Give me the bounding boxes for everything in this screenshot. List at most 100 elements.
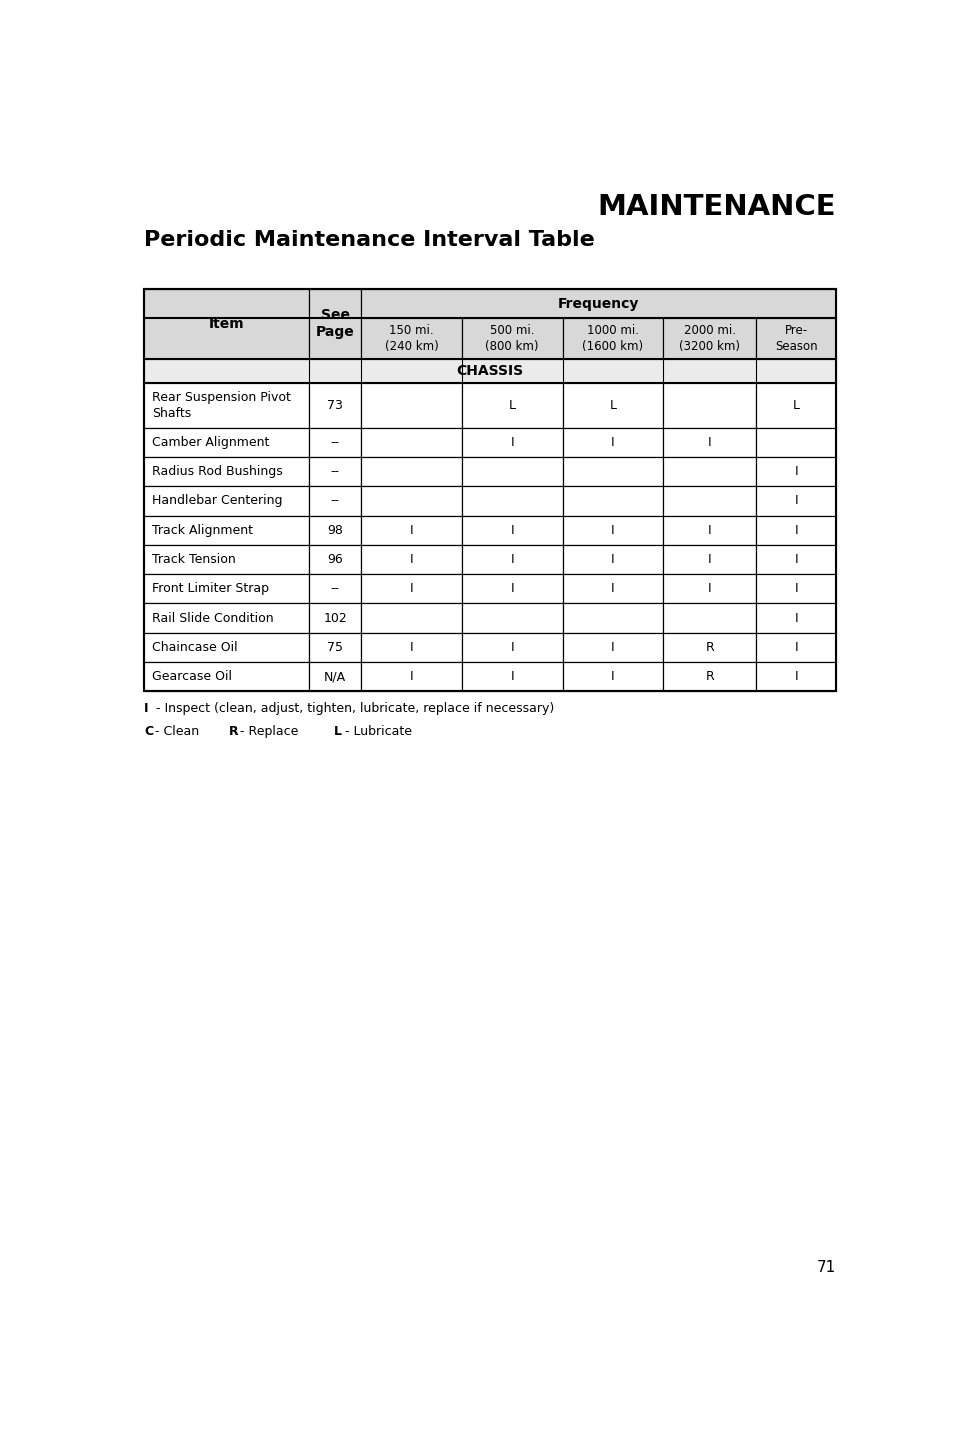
Text: CHASSIS: CHASSIS <box>456 364 523 378</box>
Text: Radius Rod Bushings: Radius Rod Bushings <box>152 465 282 478</box>
Text: I: I <box>611 641 614 654</box>
Text: Item: Item <box>209 317 244 332</box>
Text: I: I <box>794 641 798 654</box>
Bar <box>144 427 309 457</box>
Bar <box>562 574 662 603</box>
Text: I: I <box>794 553 798 566</box>
Text: I: I <box>707 436 711 449</box>
Text: Chaincase Oil: Chaincase Oil <box>152 641 237 654</box>
Bar <box>562 516 662 545</box>
Bar <box>562 457 662 486</box>
Text: 2000 mi.
(3200 km): 2000 mi. (3200 km) <box>679 324 740 353</box>
Bar <box>662 603 756 632</box>
Bar <box>309 427 360 457</box>
Text: I: I <box>611 436 614 449</box>
Text: L: L <box>334 726 341 739</box>
Bar <box>562 545 662 574</box>
Bar <box>662 516 756 545</box>
Bar <box>309 574 360 603</box>
Bar <box>461 486 562 516</box>
Bar <box>562 486 662 516</box>
Bar <box>360 545 461 574</box>
Text: 73: 73 <box>327 398 343 411</box>
Text: --: -- <box>331 465 339 478</box>
Bar <box>662 662 756 691</box>
Bar <box>144 516 309 545</box>
Text: I: I <box>794 465 798 478</box>
Bar <box>360 289 835 318</box>
Text: R: R <box>704 641 714 654</box>
Bar <box>309 457 360 486</box>
Bar <box>360 457 461 486</box>
Text: I: I <box>611 553 614 566</box>
Bar <box>562 318 662 359</box>
Text: --: -- <box>331 494 339 507</box>
Text: Gearcase Oil: Gearcase Oil <box>152 670 232 683</box>
Bar <box>144 457 309 486</box>
Bar <box>360 318 461 359</box>
Text: Track Alignment: Track Alignment <box>152 523 253 537</box>
Bar <box>360 516 461 545</box>
Text: I: I <box>409 582 413 595</box>
Text: N/A: N/A <box>324 670 346 683</box>
Text: Track Tension: Track Tension <box>152 553 235 566</box>
Text: I: I <box>707 582 711 595</box>
Text: I: I <box>707 553 711 566</box>
Bar <box>309 603 360 632</box>
Bar <box>756 516 835 545</box>
Text: I: I <box>707 523 711 537</box>
Text: Rear Suspension Pivot
Shafts: Rear Suspension Pivot Shafts <box>152 391 291 420</box>
Bar <box>662 427 756 457</box>
Text: 71: 71 <box>816 1259 835 1275</box>
Bar <box>461 662 562 691</box>
Bar <box>756 427 835 457</box>
Text: - Inspect (clean, adjust, tighten, lubricate, replace if necessary): - Inspect (clean, adjust, tighten, lubri… <box>155 702 554 715</box>
Bar <box>309 545 360 574</box>
Text: Frequency: Frequency <box>558 297 639 311</box>
Bar <box>562 603 662 632</box>
Bar <box>756 486 835 516</box>
Bar <box>144 545 309 574</box>
Text: I: I <box>510 582 514 595</box>
Bar <box>309 289 360 359</box>
Bar <box>461 318 562 359</box>
Bar <box>144 603 309 632</box>
Bar <box>562 662 662 691</box>
Text: - Clean: - Clean <box>154 726 199 739</box>
Bar <box>562 632 662 662</box>
Text: 96: 96 <box>327 553 342 566</box>
Text: Front Limiter Strap: Front Limiter Strap <box>152 582 269 595</box>
Text: R: R <box>704 670 714 683</box>
Bar <box>309 516 360 545</box>
Text: - Lubricate: - Lubricate <box>344 726 412 739</box>
Text: I: I <box>510 641 514 654</box>
Text: Rail Slide Condition: Rail Slide Condition <box>152 612 274 625</box>
Bar <box>562 384 662 427</box>
Bar <box>360 486 461 516</box>
Text: I: I <box>794 612 798 625</box>
Bar <box>461 574 562 603</box>
Text: R: R <box>229 726 238 739</box>
Text: 500 mi.
(800 km): 500 mi. (800 km) <box>485 324 538 353</box>
Bar <box>662 574 756 603</box>
Text: See
Page: See Page <box>315 308 355 339</box>
Text: I: I <box>510 436 514 449</box>
Text: C: C <box>144 726 153 739</box>
Text: 102: 102 <box>323 612 347 625</box>
Text: Pre-
Season: Pre- Season <box>774 324 817 353</box>
Text: 75: 75 <box>327 641 343 654</box>
Bar <box>360 632 461 662</box>
Bar <box>461 632 562 662</box>
Bar <box>756 457 835 486</box>
Text: I: I <box>144 702 149 715</box>
Text: I: I <box>409 670 413 683</box>
Bar <box>662 545 756 574</box>
Text: 1000 mi.
(1600 km): 1000 mi. (1600 km) <box>581 324 643 353</box>
Bar <box>461 516 562 545</box>
Bar <box>756 662 835 691</box>
Bar <box>756 603 835 632</box>
Bar <box>309 486 360 516</box>
Bar <box>756 384 835 427</box>
Bar <box>144 662 309 691</box>
Bar <box>144 289 309 359</box>
